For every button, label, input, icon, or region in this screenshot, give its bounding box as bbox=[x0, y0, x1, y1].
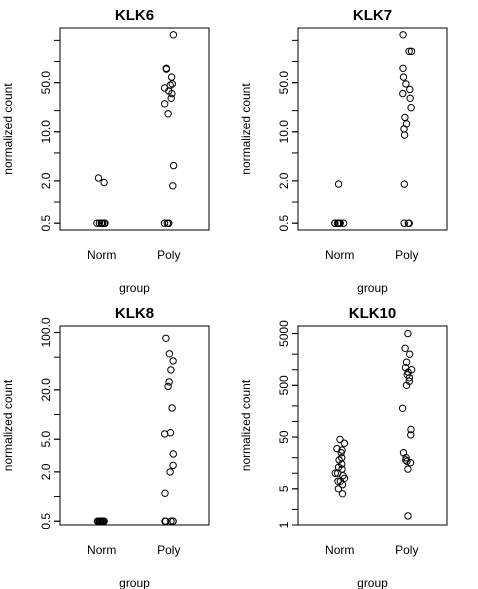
data-point bbox=[402, 114, 408, 120]
data-point bbox=[170, 32, 176, 38]
data-point bbox=[168, 95, 174, 101]
y-tick-label: 2.0 bbox=[39, 463, 53, 480]
y-tick-label: 5.0 bbox=[39, 431, 53, 448]
data-point bbox=[400, 65, 406, 71]
y-tick-label: 20.0 bbox=[39, 378, 53, 402]
panel-klk10: KLK10 1 5 50 500 5000 normalized count Norm Poly… bbox=[239, 305, 447, 589]
x-tick-label: Norm bbox=[87, 543, 116, 557]
data-point bbox=[166, 351, 172, 357]
data-point bbox=[405, 513, 411, 519]
data-point bbox=[405, 466, 411, 472]
plot-frame bbox=[298, 28, 447, 230]
x-axis-label: group bbox=[357, 576, 388, 589]
y-tick-label: 50 bbox=[277, 430, 291, 444]
y-tick-label: 1 bbox=[277, 521, 291, 528]
y-tick-label: 50.0 bbox=[39, 71, 53, 95]
data-point bbox=[408, 105, 414, 111]
x-tick-label: Poly bbox=[395, 248, 418, 262]
x-tick-label: Norm bbox=[325, 543, 354, 557]
y-axis-label: normalized count bbox=[239, 83, 253, 175]
y-tick-label: 5000 bbox=[277, 320, 291, 347]
data-point bbox=[165, 383, 171, 389]
data-point bbox=[162, 431, 168, 437]
x-tick-label: Poly bbox=[157, 543, 180, 557]
data-point bbox=[165, 111, 171, 117]
data-point bbox=[400, 90, 406, 96]
y-axis-label: normalized count bbox=[1, 83, 15, 175]
y-tick-label: 100.0 bbox=[39, 317, 53, 347]
data-point bbox=[167, 430, 173, 436]
data-point bbox=[170, 183, 176, 189]
data-point bbox=[401, 132, 407, 138]
chart-title: KLK6 bbox=[115, 7, 154, 24]
data-point bbox=[170, 162, 176, 168]
panel-klk7: KLK7 0.5 2.0 10.0 50.0 normalized count Norm Po… bbox=[239, 7, 447, 295]
data-point bbox=[400, 32, 406, 38]
y-tick-label: 10.0 bbox=[39, 120, 53, 144]
data-point bbox=[407, 95, 413, 101]
data-point bbox=[162, 490, 168, 496]
y-tick-label: 500 bbox=[277, 375, 291, 395]
data-point bbox=[339, 491, 345, 497]
panel-klk8: KLK8 0.5 2.0 5.0 20.0 100.0 normalized count No… bbox=[1, 305, 209, 589]
y-tick-label: 0.5 bbox=[39, 215, 53, 232]
y-tick-label: 5 bbox=[277, 485, 291, 492]
x-tick-label: Poly bbox=[395, 543, 418, 557]
chart-title: KLK7 bbox=[353, 7, 392, 24]
data-point bbox=[162, 101, 168, 107]
data-point bbox=[403, 81, 409, 87]
plot-frame bbox=[60, 326, 209, 525]
chart-title: KLK8 bbox=[115, 305, 154, 322]
data-point bbox=[168, 74, 174, 80]
data-point bbox=[400, 74, 406, 80]
data-point bbox=[335, 181, 341, 187]
x-axis-label: group bbox=[357, 281, 388, 295]
chart-title: KLK10 bbox=[349, 305, 397, 322]
y-axis-label: normalized count bbox=[239, 379, 253, 471]
data-point bbox=[169, 405, 175, 411]
data-point bbox=[337, 436, 343, 442]
data-point bbox=[402, 345, 408, 351]
plot-frame bbox=[60, 28, 209, 230]
data-point bbox=[407, 86, 413, 92]
x-tick-label: Norm bbox=[325, 248, 354, 262]
data-point bbox=[405, 330, 411, 336]
data-point bbox=[399, 405, 405, 411]
y-tick-label: 0.5 bbox=[277, 215, 291, 232]
data-point bbox=[166, 379, 172, 385]
data-point bbox=[341, 440, 347, 446]
y-tick-label: 50.0 bbox=[277, 71, 291, 95]
data-point bbox=[95, 175, 101, 181]
panel-klk6: KLK6 0.5 2.0 10.0 50.0 normalized count Norm Po… bbox=[1, 7, 209, 295]
y-tick-label: 2.0 bbox=[277, 172, 291, 189]
data-point bbox=[163, 335, 169, 341]
data-point bbox=[170, 358, 176, 364]
data-point bbox=[167, 469, 173, 475]
y-tick-label: 2.0 bbox=[39, 172, 53, 189]
y-tick-label: 10.0 bbox=[277, 120, 291, 144]
data-point bbox=[170, 462, 176, 468]
data-point bbox=[401, 126, 407, 132]
x-axis-label: group bbox=[119, 281, 150, 295]
data-point bbox=[407, 351, 413, 357]
x-tick-label: Norm bbox=[87, 248, 116, 262]
data-point bbox=[101, 179, 107, 185]
x-tick-label: Poly bbox=[157, 248, 180, 262]
y-axis-label: normalized count bbox=[1, 379, 15, 471]
x-axis-label: group bbox=[119, 576, 150, 589]
plot-frame bbox=[298, 326, 447, 525]
y-tick-label: 0.5 bbox=[39, 513, 53, 530]
data-point bbox=[168, 367, 174, 373]
data-point bbox=[170, 451, 176, 457]
data-point bbox=[401, 181, 407, 187]
